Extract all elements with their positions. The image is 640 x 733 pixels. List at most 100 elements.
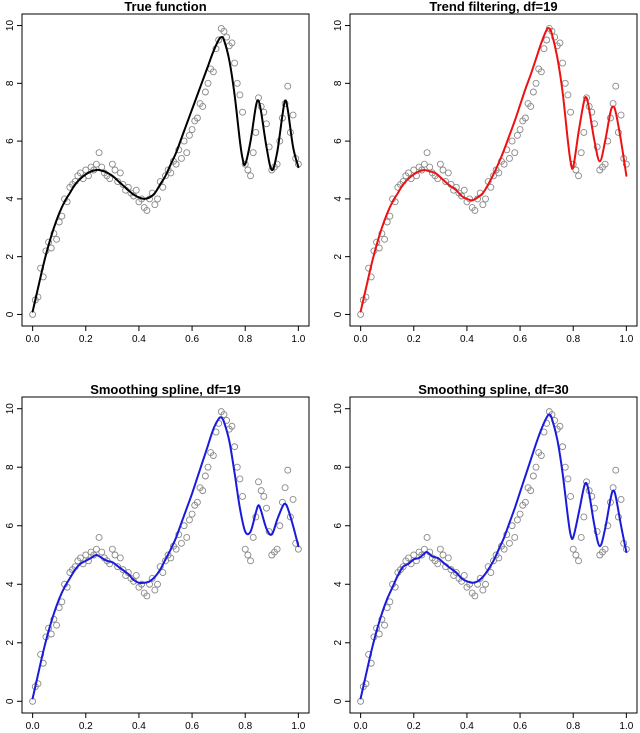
y-tick-label: 10	[333, 403, 344, 415]
data-point	[284, 82, 292, 90]
data-point	[612, 466, 620, 474]
data-point	[439, 166, 447, 174]
data-point	[53, 235, 60, 243]
y-tick-label: 2	[5, 253, 16, 259]
y-tick-label: 8	[5, 80, 16, 86]
data-point	[444, 169, 452, 177]
data-point	[82, 551, 90, 559]
data-point	[151, 586, 159, 594]
data-point	[263, 504, 270, 512]
data-point	[500, 160, 508, 168]
data-point	[244, 551, 252, 559]
data-point	[233, 463, 241, 471]
data-point	[177, 539, 185, 547]
x-tick-label: 0.4	[132, 334, 146, 345]
data-point	[601, 545, 609, 553]
y-tick-label: 8	[333, 464, 344, 470]
data-point	[289, 495, 297, 503]
data-point	[559, 59, 567, 67]
data-point	[231, 59, 239, 67]
data-point	[460, 572, 468, 579]
data-point	[577, 149, 585, 157]
x-tick-label: 0.4	[460, 334, 474, 345]
data-point	[436, 545, 444, 553]
data-point	[543, 36, 551, 44]
data-point	[436, 160, 444, 168]
data-point	[561, 463, 569, 471]
data-point	[458, 192, 466, 200]
chart-panel-3: Smoothing spline, df=19 0.0 0.2 0.4 0.6 0.8 1.…	[5, 382, 310, 732]
data-point	[564, 475, 572, 483]
data-point	[241, 545, 249, 553]
data-point	[132, 572, 140, 579]
data-point	[532, 79, 540, 87]
data-point	[495, 169, 503, 177]
data-point	[138, 580, 146, 588]
y-tick-label: 10	[5, 20, 16, 32]
data-point	[410, 166, 418, 174]
data-point	[236, 91, 244, 99]
data-point	[505, 154, 513, 162]
data-point	[567, 108, 575, 116]
y-tick-label: 4	[5, 196, 16, 202]
y-tick-label: 6	[333, 138, 344, 144]
data-point	[471, 592, 479, 600]
x-tick-label: 0.2	[79, 721, 93, 732]
data-point	[460, 186, 468, 194]
chart-title: Smoothing spline, df=19	[90, 382, 241, 397]
data-point	[482, 195, 489, 203]
data-point	[572, 166, 580, 174]
x-tick-label: 0.2	[407, 721, 421, 732]
x-tick-label: 1.0	[619, 721, 633, 732]
data-point	[228, 422, 236, 430]
data-point	[426, 163, 434, 171]
data-point	[199, 102, 207, 110]
data-point	[119, 180, 127, 188]
fitted-curve	[359, 26, 628, 313]
data-point	[239, 493, 247, 500]
data-point	[247, 557, 254, 565]
data-point	[567, 493, 575, 500]
data-point	[247, 172, 254, 180]
data-point	[108, 545, 116, 553]
data-point	[580, 128, 588, 136]
x-tick-label: 0.6	[185, 334, 199, 345]
data-point	[151, 201, 159, 209]
data-point	[255, 478, 262, 486]
data-point	[252, 128, 260, 136]
data-point	[471, 206, 479, 214]
x-tick-label: 0.0	[354, 721, 368, 732]
plot-frame	[21, 396, 310, 714]
data-point	[82, 166, 90, 174]
chart-panel-4: Smoothing spline, df=30 0.0 0.2 0.4 0.6 0.8 1.…	[333, 382, 638, 732]
data-point	[577, 533, 585, 541]
data-point	[273, 545, 281, 553]
data-point	[527, 487, 535, 495]
observed-points	[357, 24, 630, 318]
data-point	[537, 68, 545, 76]
data-point	[276, 522, 284, 530]
data-point	[487, 569, 495, 577]
data-point	[116, 554, 124, 562]
data-point	[167, 554, 175, 562]
observed-points	[29, 24, 302, 318]
data-point	[209, 452, 217, 459]
fitted-curve	[359, 413, 628, 700]
data-point	[183, 149, 191, 157]
data-point	[177, 154, 185, 162]
x-tick-label: 0.0	[26, 721, 40, 732]
data-point	[511, 533, 519, 541]
data-point	[108, 160, 116, 168]
data-point	[188, 126, 196, 134]
data-point	[434, 560, 442, 568]
y-tick-label: 0	[5, 698, 16, 704]
y-tick-label: 6	[333, 523, 344, 529]
y-tick-label: 0	[5, 311, 16, 317]
y-tick-label: 2	[333, 253, 344, 259]
data-point	[516, 510, 524, 518]
data-point	[233, 79, 241, 87]
data-point	[220, 27, 228, 35]
data-point	[405, 169, 412, 177]
data-point	[95, 533, 103, 541]
